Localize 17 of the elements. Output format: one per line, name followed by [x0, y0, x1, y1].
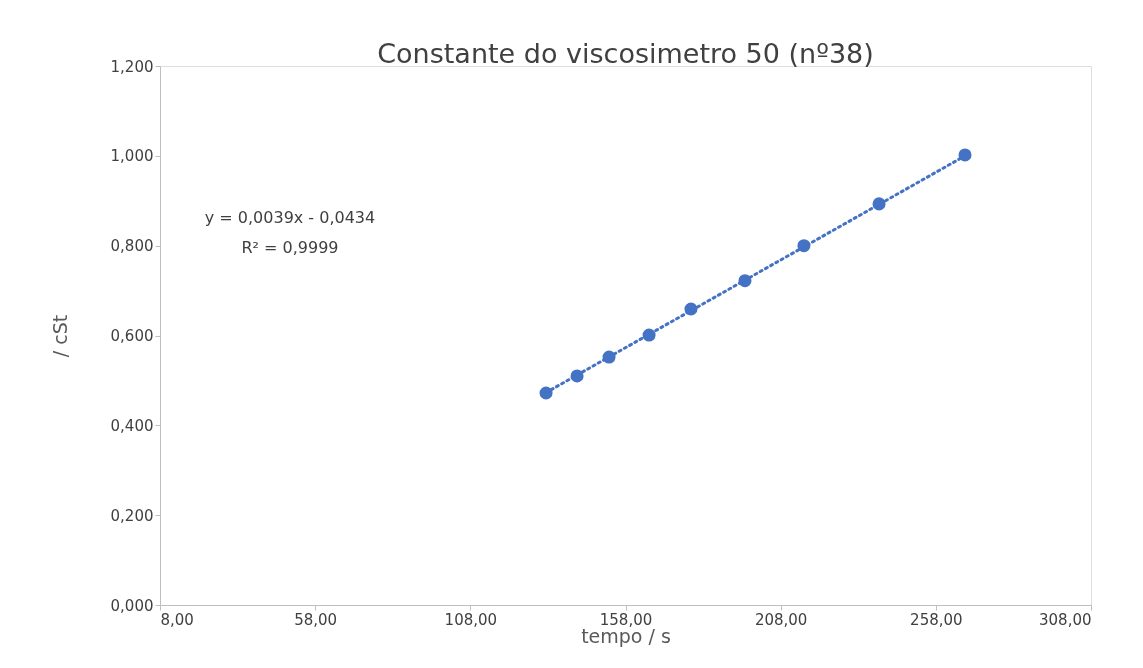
annotation: R² = 0,9999	[241, 238, 339, 257]
y-tick-label: 1,200	[110, 57, 154, 76]
chart-title: Constante do viscosimetro 50 (nº38)	[377, 38, 874, 69]
x-tick-label: 258,00	[910, 610, 963, 629]
x-tick-label: 8,00	[160, 610, 194, 629]
annotation: y = 0,0039x - 0,0434	[204, 208, 376, 227]
y-tick-label: 0,400	[110, 416, 154, 435]
y-tick-label: 0,800	[110, 237, 154, 256]
y-tick-label: 1,000	[110, 147, 154, 166]
x-tick-label: 308,00	[1039, 610, 1092, 629]
y-tick-label: 0,000	[110, 596, 154, 615]
x-tick-label: 108,00	[444, 610, 498, 629]
y-axis-title: / cSt	[48, 314, 71, 358]
x-tick-label: 58,00	[294, 610, 338, 629]
x-tick-label: 208,00	[754, 610, 808, 629]
y-tick-label: 0,600	[110, 327, 154, 345]
y-tick-label: 0,200	[110, 506, 154, 525]
